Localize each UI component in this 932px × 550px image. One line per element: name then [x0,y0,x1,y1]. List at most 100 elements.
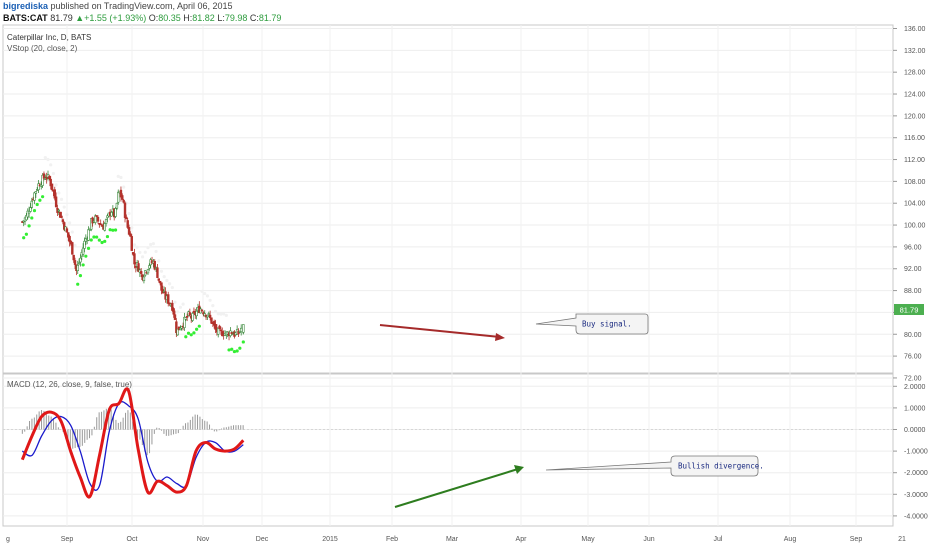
vstop-dot [68,221,72,225]
time-tick-label: Dec [256,536,269,543]
vstop-dot [57,191,61,195]
vstop-dot [235,349,239,353]
candle [138,269,142,273]
time-tick-label: Jun [643,536,654,543]
low-label: L: [217,13,225,23]
high-label: H: [183,13,193,23]
divergence-text: Bullish divergence. [678,462,764,471]
vstop-dot [108,228,112,232]
candle [25,215,28,221]
vstop-dot [24,232,28,236]
time-tick-label: Sep [850,536,863,543]
candle [127,227,131,235]
candle [96,216,100,222]
time-tick-label: May [581,536,595,543]
vstop-dot [208,298,212,302]
candle [46,174,50,178]
vstop-dot [130,226,134,230]
candle [81,247,85,255]
candle [221,331,224,337]
open-label: O: [148,13,159,23]
candle [29,207,32,212]
vstop-dot [222,312,226,316]
price-trend-arrow[interactable] [379,324,505,341]
vstop-dot [170,285,174,290]
candle [33,192,36,201]
vstop-dot [38,198,42,202]
candle [148,265,151,269]
candle [95,215,98,217]
vstop-dot [140,255,145,259]
price-tick-label: 128.00 [904,70,926,77]
candle [214,324,217,330]
buy-signal-callout[interactable]: Buy signal. [535,313,649,335]
vstop-dot [135,245,139,249]
time-tick-label: g [6,536,10,543]
candle [129,233,132,237]
vstop-dot [65,213,69,217]
candle [72,254,75,261]
macd-tick-label: 0.0000 [904,427,926,434]
vstop-dot [213,309,218,314]
vstop-dot [22,236,26,240]
symbol[interactable]: BATS:CAT [3,13,48,23]
vstop-dot [92,235,96,239]
time-tick-label: Jul [714,536,723,543]
vstop-dot [176,310,180,314]
candle [133,253,136,265]
candle [195,310,198,317]
vstop-dot [122,185,126,189]
time-axis: g Sep Oct Nov Dec 2015 Feb Mar Apr May Jun Jul Aug Se… [6,536,906,543]
vstop-dot [216,312,220,316]
macd-tick-label: -3.0000 [904,492,928,499]
candle [53,189,56,199]
vstop-dot [189,333,193,337]
candle [212,321,216,326]
quote-line: BATS:CAT 81.79 ▲+1.55 (+1.93%) O:80.35 H… [3,13,281,23]
candle [119,189,123,198]
price-tick-label: 124.00 [904,92,926,99]
vstop-dot [49,163,53,167]
candle [45,176,48,180]
price-tick-label: 120.00 [904,113,926,120]
candle [179,327,182,330]
up-arrow-icon: ▲ [75,13,85,23]
vstop-dot [178,305,183,309]
candle [168,302,171,305]
price-tick-label: 132.00 [904,48,926,55]
candle [208,314,212,319]
candle [54,196,58,208]
vstop-dot [59,197,64,201]
last-price-tag: 81.79 [894,304,924,315]
candle [160,282,163,291]
candle [90,218,93,230]
vstop-dot [224,313,228,317]
author-link[interactable]: bigrediska [3,1,49,11]
vstop-dot [232,349,237,354]
candle [210,317,213,324]
candle [91,217,94,224]
vstop-dot [100,240,104,245]
candle [219,329,223,332]
candle [30,200,33,208]
time-tick-label: Aug [784,536,797,543]
candle [61,219,65,223]
price-tick-label: 100.00 [904,223,926,230]
macd-trend-arrow[interactable] [394,465,524,508]
candle [123,202,127,218]
vstop-dot [51,171,56,176]
candle [67,232,70,238]
macd-tick-label: 2.0000 [904,384,926,391]
divergence-callout[interactable]: Bullish divergence. [545,455,764,477]
vstop-dot [54,183,58,187]
candle [106,215,109,218]
candle [42,173,46,179]
candle [137,263,140,273]
vstop-dot [105,234,110,239]
vstop-dot [41,195,45,199]
vstop-dot [95,235,99,239]
vstop-dot [84,254,88,258]
macd-tick-label: -1.0000 [904,449,928,456]
